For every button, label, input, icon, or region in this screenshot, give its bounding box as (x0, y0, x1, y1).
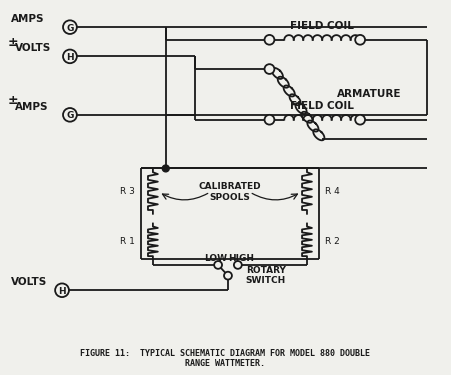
Text: FIELD COIL: FIELD COIL (290, 101, 354, 111)
Text: ±: ± (8, 36, 18, 49)
Circle shape (265, 64, 274, 74)
Circle shape (355, 115, 365, 125)
Text: LOW: LOW (204, 254, 227, 262)
Text: ±: ± (8, 94, 18, 107)
Text: R 2: R 2 (325, 237, 340, 246)
Circle shape (355, 35, 365, 45)
Text: CALIBRATED: CALIBRATED (198, 182, 261, 190)
Circle shape (265, 115, 274, 125)
Text: FIGURE 11:  TYPICAL SCHEMATIC DIAGRAM FOR MODEL 880 DOUBLE
RANGE WATTMETER.: FIGURE 11: TYPICAL SCHEMATIC DIAGRAM FOR… (80, 349, 370, 368)
Circle shape (265, 35, 274, 45)
Text: FIELD COIL: FIELD COIL (290, 21, 354, 31)
Text: G: G (66, 111, 74, 120)
Text: G: G (66, 24, 74, 33)
Text: HIGH: HIGH (228, 254, 254, 262)
Text: SPOOLS: SPOOLS (210, 194, 250, 202)
Text: R 1: R 1 (120, 237, 135, 246)
Circle shape (162, 165, 169, 172)
Text: H: H (58, 287, 66, 296)
Text: ARMATURE: ARMATURE (336, 89, 401, 99)
Circle shape (63, 108, 77, 122)
Circle shape (55, 284, 69, 297)
Text: R 3: R 3 (120, 187, 135, 196)
Text: AMPS: AMPS (11, 14, 44, 24)
Text: ROTARY
SWITCH: ROTARY SWITCH (246, 266, 286, 285)
Text: AMPS: AMPS (14, 102, 48, 112)
Text: R 4: R 4 (325, 187, 340, 196)
Text: H: H (66, 53, 74, 62)
Circle shape (63, 50, 77, 63)
Text: VOLTS: VOLTS (11, 278, 47, 287)
Text: VOLTS: VOLTS (14, 44, 51, 54)
Circle shape (63, 20, 77, 34)
Circle shape (234, 261, 242, 269)
Circle shape (214, 261, 222, 269)
Circle shape (224, 272, 232, 279)
